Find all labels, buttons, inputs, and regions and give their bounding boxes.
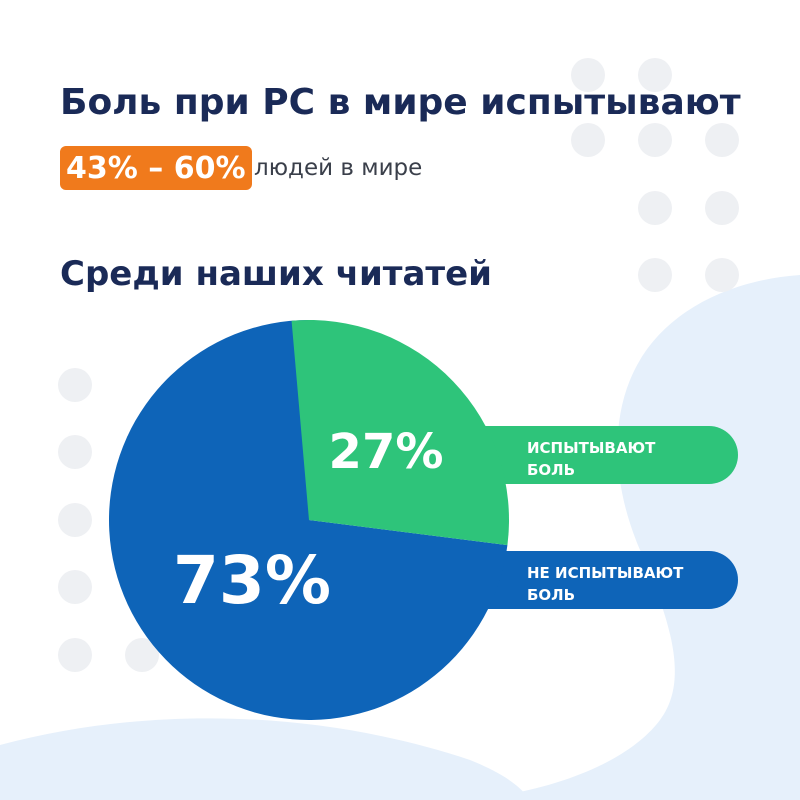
decor-dot — [58, 435, 92, 469]
decor-dot — [125, 638, 159, 672]
chart-title: Среди наших читатей — [60, 254, 493, 294]
decor-dot — [571, 123, 605, 157]
decor-dot — [58, 638, 92, 672]
decor-dot — [571, 58, 605, 92]
decor-dot — [705, 258, 739, 292]
dot-grid — [58, 58, 739, 672]
decor-dot — [58, 570, 92, 604]
pie-slice-pain — [291, 320, 510, 546]
range-badge: 43% – 60% — [60, 146, 252, 190]
decor-dot — [705, 191, 739, 225]
range-caption: людей в мире — [254, 155, 423, 181]
decor-dot — [638, 58, 672, 92]
decor-dot — [705, 123, 739, 157]
slice-label-no-pain: 73% — [173, 542, 331, 619]
legend-label: ИСПЫТЫВАЮТ — [527, 439, 656, 457]
page-title: Боль при РС в мире испытывают — [60, 82, 741, 123]
decor-dot — [58, 503, 92, 537]
slice-label-pain: 27% — [329, 424, 444, 480]
legend-bar — [440, 551, 738, 609]
decor-dot — [638, 123, 672, 157]
pie-slice-no-pain — [108, 320, 508, 721]
legend-bar — [440, 426, 738, 484]
decor-dot — [638, 258, 672, 292]
legend-label: НЕ ИСПЫТЫВАЮТ — [527, 564, 684, 582]
decor-dot — [638, 191, 672, 225]
decor-dot — [58, 368, 92, 402]
background-blob-bottom — [0, 718, 530, 800]
legend-label: БОЛЬ — [527, 461, 575, 479]
background-blob — [470, 275, 800, 800]
legend-label: БОЛЬ — [527, 586, 575, 604]
